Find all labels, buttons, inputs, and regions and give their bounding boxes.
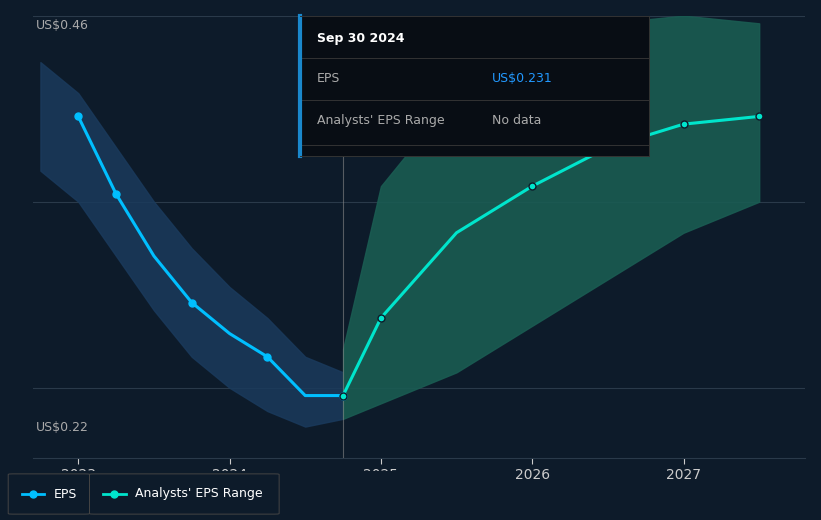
Text: Analysts' EPS Range: Analysts' EPS Range: [135, 488, 262, 500]
FancyBboxPatch shape: [8, 474, 89, 514]
FancyBboxPatch shape: [89, 474, 279, 514]
Text: EPS: EPS: [317, 72, 341, 85]
Text: US$0.46: US$0.46: [36, 19, 89, 32]
Text: Analysts' EPS Range: Analysts' EPS Range: [317, 114, 445, 127]
Text: No data: No data: [492, 114, 541, 127]
Text: Actual: Actual: [300, 19, 340, 32]
Text: Sep 30 2024: Sep 30 2024: [317, 32, 405, 45]
Text: US$0.22: US$0.22: [36, 421, 89, 434]
Text: EPS: EPS: [53, 488, 76, 500]
Text: US$0.231: US$0.231: [492, 72, 553, 85]
Text: Analysts Forecasts: Analysts Forecasts: [346, 19, 462, 32]
